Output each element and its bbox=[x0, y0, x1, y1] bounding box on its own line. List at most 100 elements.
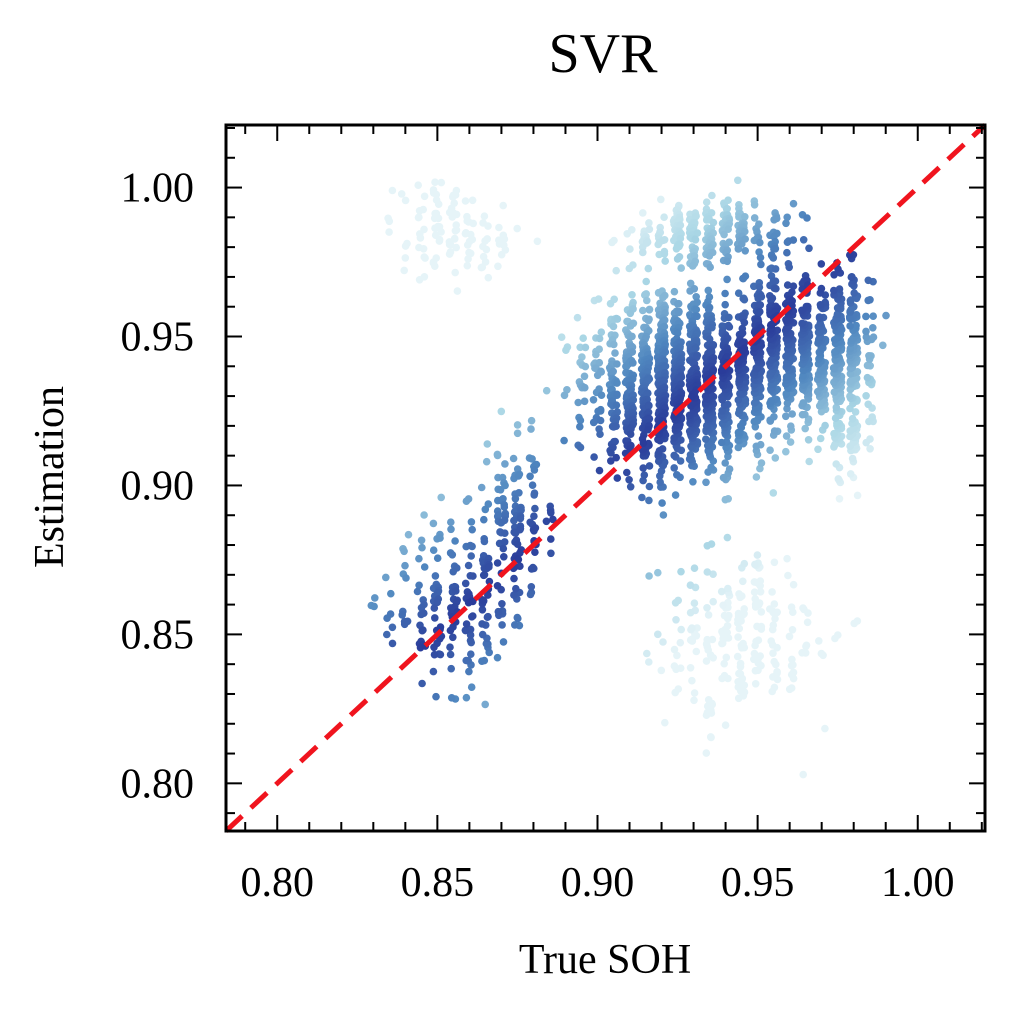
axes: 0.80 0.85 0.90 0.95 1.00 0.80 0.85 0.90 0.95 1.00 bbox=[121, 123, 987, 906]
data-point bbox=[420, 609, 428, 617]
data-point bbox=[846, 392, 854, 401]
data-point bbox=[832, 460, 840, 468]
data-point bbox=[449, 633, 457, 642]
data-point bbox=[671, 491, 680, 499]
data-point bbox=[629, 359, 637, 367]
data-point bbox=[770, 558, 779, 567]
data-point bbox=[452, 587, 460, 595]
data-point bbox=[581, 362, 590, 371]
data-point bbox=[721, 459, 729, 467]
data-point bbox=[654, 630, 662, 639]
data-point bbox=[639, 439, 648, 448]
data-point bbox=[590, 453, 598, 461]
data-point bbox=[719, 601, 727, 610]
data-point bbox=[467, 650, 475, 658]
data-point bbox=[449, 567, 458, 576]
data-point bbox=[751, 560, 759, 569]
data-point bbox=[686, 664, 695, 672]
data-point bbox=[862, 392, 870, 400]
data-point bbox=[468, 196, 477, 205]
data-point bbox=[709, 434, 717, 443]
data-point bbox=[413, 587, 422, 596]
data-point bbox=[466, 631, 475, 639]
data-point bbox=[750, 201, 759, 209]
data-point bbox=[466, 636, 475, 645]
data-point bbox=[789, 668, 798, 677]
data-point bbox=[725, 465, 734, 473]
data-point bbox=[734, 609, 743, 618]
data-point bbox=[723, 205, 731, 213]
data-point bbox=[431, 262, 439, 271]
data-point bbox=[834, 475, 843, 483]
data-point bbox=[752, 473, 761, 481]
data-point bbox=[869, 312, 877, 321]
y-tick-label: 0.90 bbox=[121, 463, 195, 509]
data-point bbox=[418, 543, 426, 552]
data-point bbox=[789, 580, 798, 589]
data-point bbox=[528, 481, 537, 490]
data-point bbox=[608, 238, 616, 247]
data-point bbox=[771, 265, 780, 273]
data-point bbox=[804, 436, 813, 444]
data-point bbox=[415, 581, 423, 590]
data-point bbox=[435, 237, 444, 245]
data-point bbox=[515, 489, 523, 497]
data-point bbox=[817, 284, 826, 293]
data-point bbox=[530, 527, 538, 535]
data-point bbox=[690, 564, 699, 572]
data-point bbox=[628, 226, 636, 234]
data-point bbox=[453, 287, 462, 295]
data-point bbox=[733, 652, 742, 661]
data-point bbox=[560, 391, 569, 400]
data-point bbox=[513, 224, 521, 233]
data-point bbox=[864, 400, 872, 409]
data-point bbox=[510, 574, 518, 583]
data-point bbox=[735, 213, 743, 221]
data-point bbox=[691, 236, 700, 244]
data-point bbox=[432, 190, 441, 199]
data-point bbox=[739, 639, 747, 648]
data-point bbox=[848, 454, 857, 463]
data-point bbox=[596, 416, 605, 425]
data-point bbox=[482, 245, 491, 254]
data-point bbox=[766, 321, 775, 330]
data-point bbox=[757, 608, 766, 616]
data-point bbox=[814, 445, 822, 454]
data-point bbox=[869, 324, 877, 332]
data-point bbox=[500, 538, 509, 546]
data-point bbox=[611, 437, 619, 446]
data-point bbox=[628, 291, 636, 299]
data-point bbox=[750, 578, 759, 586]
data-point bbox=[547, 509, 555, 517]
data-point bbox=[756, 238, 764, 247]
data-point bbox=[734, 289, 743, 298]
data-point bbox=[557, 333, 566, 342]
data-point bbox=[771, 454, 780, 462]
data-point bbox=[628, 375, 637, 383]
data-point bbox=[485, 563, 493, 571]
data-point bbox=[467, 518, 476, 526]
data-point bbox=[495, 223, 503, 232]
data-point bbox=[686, 279, 695, 288]
data-point bbox=[734, 245, 743, 253]
data-point bbox=[429, 519, 438, 528]
data-point bbox=[717, 366, 726, 375]
data-point bbox=[625, 264, 634, 273]
data-point bbox=[639, 248, 647, 257]
data-point bbox=[846, 370, 855, 378]
data-point bbox=[484, 612, 492, 621]
data-point bbox=[655, 447, 664, 455]
data-point bbox=[717, 587, 726, 596]
data-point bbox=[690, 689, 699, 697]
data-point bbox=[846, 251, 854, 259]
data-point bbox=[717, 438, 726, 447]
data-point bbox=[387, 589, 395, 598]
data-point bbox=[769, 673, 777, 681]
data-point bbox=[816, 434, 825, 443]
data-point bbox=[783, 248, 791, 257]
data-point bbox=[692, 305, 701, 314]
data-point bbox=[879, 341, 887, 350]
data-point bbox=[542, 517, 551, 526]
data-point bbox=[702, 657, 711, 665]
data-point bbox=[676, 638, 685, 647]
